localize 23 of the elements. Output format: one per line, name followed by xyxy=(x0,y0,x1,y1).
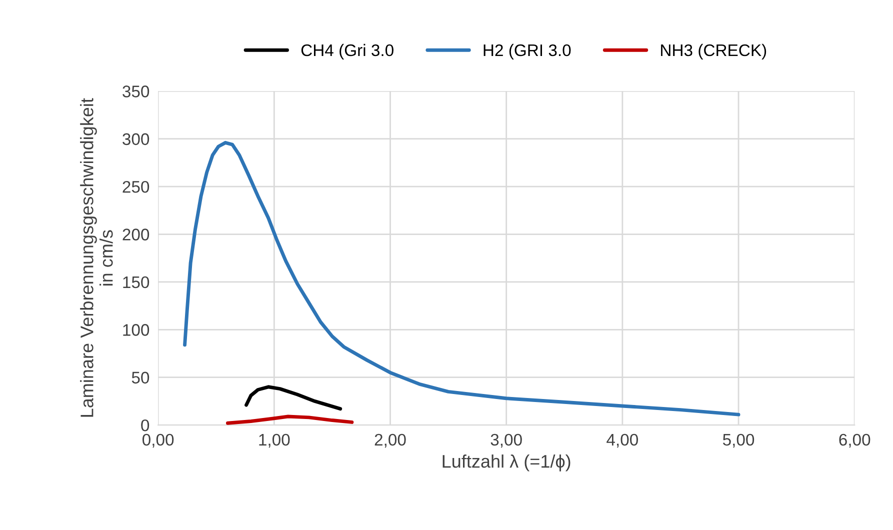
y-axis-title: Laminare Verbrennungsgeschwindigkeit in cm/s xyxy=(80,98,113,417)
y-tick-label: 0 xyxy=(141,419,150,432)
x-tick-label: 6,00 xyxy=(839,434,870,448)
y-tick-label: 300 xyxy=(122,133,150,146)
line-series xyxy=(244,385,342,411)
x-tick-label: 0,00 xyxy=(142,434,174,448)
x-tick-label: 3,00 xyxy=(490,434,522,448)
legend-label: CH4 (Gri 3.0 xyxy=(301,44,394,60)
x-tick-label: 5,00 xyxy=(722,434,754,448)
legend-label: NH3 (CRECK) xyxy=(661,44,766,60)
y-tick-label: 100 xyxy=(123,324,150,336)
x-tick-label: 2,00 xyxy=(374,434,406,448)
x-tick-label: 4,00 xyxy=(606,434,638,448)
x-axis-title: Luftzahl λ (=1/ϕ) xyxy=(442,454,570,472)
line-series xyxy=(226,414,354,425)
y-tick-label: 350 xyxy=(122,86,150,98)
legend-label: H2 (GRI 3.0 xyxy=(484,44,571,60)
y-tick-label: 50 xyxy=(132,372,150,384)
y-tick-label: 250 xyxy=(122,180,150,193)
y-tick-label: 200 xyxy=(122,228,150,240)
x-tick-label: 1,00 xyxy=(259,434,290,448)
y-tick-label: 150 xyxy=(123,276,150,288)
line-series xyxy=(183,140,740,416)
